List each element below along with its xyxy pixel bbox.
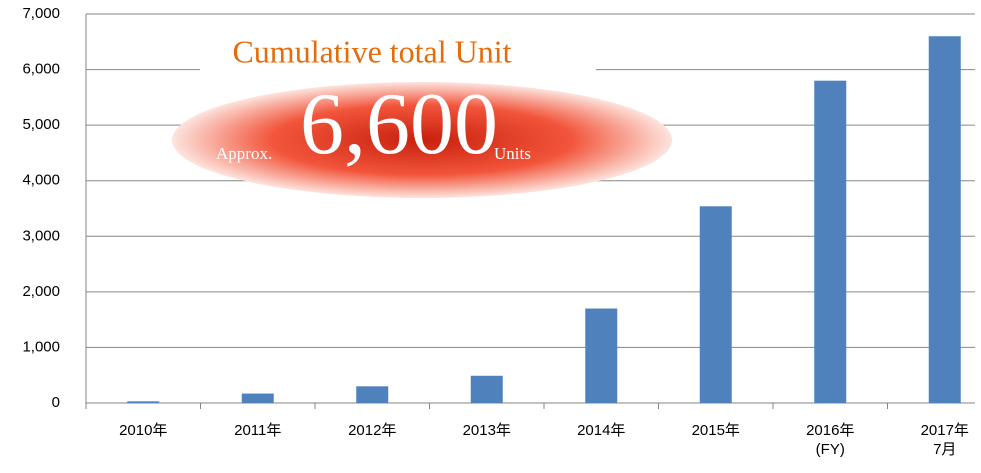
x-tick-label: 2010年 [119,422,168,439]
y-tick-label: 2,000 [22,283,60,300]
annotation-title: Cumulative total Unit [232,33,511,69]
y-tick-label: 5,000 [22,116,60,133]
x-tick-label: 2015年 [691,422,740,439]
bar [470,375,503,403]
bar [928,36,961,403]
annotation-prefix: Approx. [216,144,272,163]
highlight-ellipse [172,82,672,198]
y-tick-label: 7,000 [22,5,60,22]
annotation-suffix: Units [494,144,531,163]
y-tick-label: 6,000 [22,61,60,78]
bar [814,80,847,403]
y-tick-label: 4,000 [22,172,60,189]
y-tick-label: 3,000 [22,227,60,244]
bar [699,206,732,403]
x-tick-label: 2013年 [462,422,511,439]
x-tick-label: 2011年 [234,422,282,439]
bar [127,401,160,403]
x-tick-label: 2017年 7月 [920,422,969,458]
x-tick-label: 2016年 (FY) [806,422,855,458]
bar [356,386,389,403]
y-tick-label: 0 [52,394,60,411]
x-tick-label: 2014年 [577,422,626,439]
bar [241,393,274,403]
annotation-value: 6,600 [300,76,498,173]
y-tick-label: 1,000 [22,338,60,355]
bar [585,308,618,403]
x-tick-label: 2012年 [348,422,397,439]
title-backdrop [200,40,596,74]
